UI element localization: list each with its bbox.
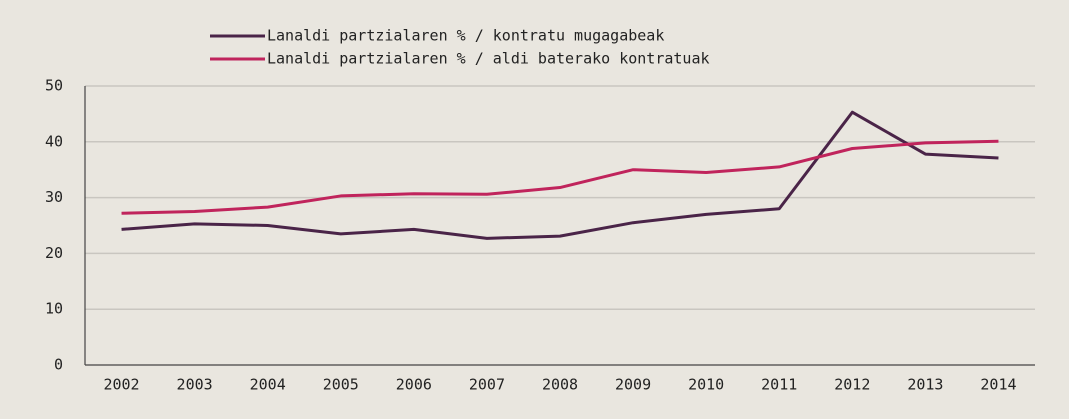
x-tick-label: 2011 — [761, 376, 797, 394]
x-tick-label: 2002 — [103, 376, 139, 394]
x-tick-label: 2010 — [688, 376, 724, 394]
x-tick-label: 2005 — [323, 376, 359, 394]
x-tick-label: 2008 — [542, 376, 578, 394]
legend-label: Lanaldi partzialaren % / aldi baterako k… — [267, 50, 710, 68]
y-tick-label: 0 — [54, 356, 63, 374]
y-tick-label: 10 — [45, 300, 63, 318]
series-line — [121, 139, 999, 215]
x-tick-label: 2003 — [177, 376, 213, 394]
x-tick-label: 2009 — [615, 376, 651, 394]
x-tick-label: 2004 — [250, 376, 286, 394]
x-tick-label: 2007 — [469, 376, 505, 394]
y-tick-label: 50 — [45, 77, 63, 95]
y-tick-label: 40 — [45, 132, 63, 150]
x-tick-label: 2013 — [907, 376, 943, 394]
legend-label: Lanaldi partzialaren % / kontratu mugaga… — [267, 27, 664, 45]
y-tick-label: 30 — [45, 188, 63, 206]
series-line — [121, 110, 999, 240]
y-tick-label: 20 — [45, 244, 63, 262]
x-tick-label: 2012 — [834, 376, 870, 394]
x-tick-label: 2006 — [396, 376, 432, 394]
x-tick-label: 2014 — [980, 376, 1016, 394]
